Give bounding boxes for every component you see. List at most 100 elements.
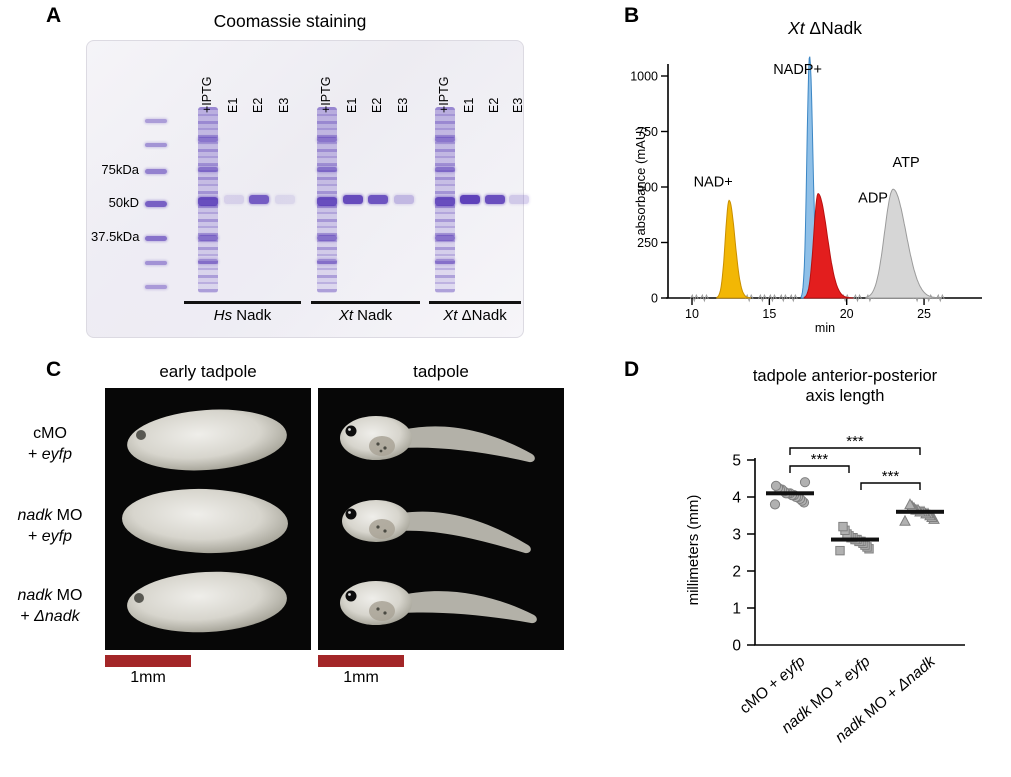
- gel-lane-label: E1: [462, 97, 476, 113]
- gel-band: [317, 259, 337, 264]
- gel-band: [198, 137, 218, 142]
- gel-band: [145, 143, 167, 147]
- gel-lane-label: E3: [511, 97, 525, 113]
- molecular-weight-label: 75kDa: [101, 162, 139, 177]
- tadpole-cmo-eyfp: [340, 416, 535, 463]
- baseline-noise: [853, 293, 862, 303]
- gel-lane-label: E1: [345, 97, 359, 113]
- y-tick-label: 5: [732, 453, 741, 470]
- chart-title: Xt ΔNadk: [787, 18, 862, 38]
- peak-label: NADP+: [773, 62, 822, 78]
- tadpole-row-label: cMO + eyfp: [27, 425, 73, 463]
- gel-lane-label: E2: [251, 97, 265, 113]
- eye-spot: [136, 430, 146, 440]
- peak-ATP: [865, 188, 942, 299]
- y-tick-label: 2: [732, 564, 741, 581]
- gel-band: [343, 195, 363, 204]
- tadpole-nadkmo-dnadk: [340, 581, 537, 625]
- median-bar: [766, 491, 814, 496]
- significance-stars: ***: [882, 468, 900, 485]
- data-point: [799, 477, 811, 488]
- x-tick-label: 15: [762, 307, 776, 321]
- gel-group-underline: [184, 301, 301, 304]
- gel-band: [145, 236, 167, 241]
- panel-a-label: A: [46, 4, 62, 27]
- gel-band: [145, 201, 167, 207]
- median-bar: [896, 509, 944, 514]
- panel-d-label: D: [624, 358, 640, 381]
- significance-stars: ***: [846, 433, 864, 450]
- gel-lane-label: E3: [277, 97, 291, 113]
- gel-band: [317, 197, 337, 206]
- peak-label: ADP: [858, 191, 888, 207]
- gel-band: [145, 285, 167, 289]
- y-tick-label: 4: [732, 490, 741, 507]
- tadpole-eye: [345, 508, 357, 520]
- baseline-noise: [778, 293, 788, 303]
- panel-d-title: tadpole anterior-posterior axis length: [690, 366, 1000, 406]
- eye-spot: [134, 593, 144, 603]
- coomassie-gel-image: +IPTG E1 E2 E3 +IPTG E1 E2 E3 +IPTG E1 E2 E3 75kDa 50…: [86, 40, 529, 338]
- gel-band: [198, 259, 218, 264]
- scale-bar-label: 1mm: [343, 669, 379, 686]
- peak-label: NAD+: [694, 174, 733, 190]
- y-tick-label: 0: [732, 638, 741, 655]
- peak-label: ATP: [893, 155, 920, 171]
- tadpole-nadkmo-eyfp: [342, 500, 531, 554]
- panel-b-label: B: [624, 4, 640, 27]
- early-tadpole-images: [105, 388, 311, 650]
- gel-group-label: Xt ΔNadk: [443, 307, 507, 324]
- panel-d-title-line1: tadpole anterior-posterior: [752, 367, 938, 385]
- significance-bracket: [789, 447, 921, 455]
- early-tadpole-nadkmo-dnadk: [127, 571, 287, 633]
- gel-lane-label: E2: [370, 97, 384, 113]
- gel-band: [435, 259, 455, 264]
- panel-d-title-line2: axis length: [805, 387, 885, 406]
- baseline-noise: [744, 293, 754, 303]
- molecular-weight-label: 37.5kDa: [91, 229, 140, 244]
- significance-stars: ***: [811, 451, 829, 468]
- tadpole-eye: [345, 425, 357, 437]
- y-tick-label: 500: [637, 181, 658, 195]
- gel-band: [224, 195, 244, 204]
- baseline-noise: [788, 293, 798, 303]
- gel-lane-label: E2: [487, 97, 501, 113]
- x-tick-label: 25: [917, 307, 931, 321]
- y-tick-label: 3: [732, 527, 741, 544]
- significance-bracket: [860, 482, 921, 490]
- y-tick-label: 750: [637, 125, 658, 139]
- peak-ADP: [803, 193, 854, 299]
- significance-bracket: [789, 465, 850, 473]
- tadpole-row-label: nadk MO + eyfp: [17, 507, 83, 545]
- gel-band: [435, 167, 455, 172]
- gel-band: [368, 195, 388, 204]
- y-axis-label: millimeters (mm): [685, 495, 702, 606]
- gel-band: [145, 261, 167, 265]
- gel-band: [249, 195, 269, 204]
- scale-bar: [105, 655, 191, 667]
- data-point: [904, 498, 916, 510]
- data-point: [835, 545, 845, 556]
- gel-lane-label: E3: [396, 97, 410, 113]
- y-tick-label: 1: [732, 601, 741, 618]
- gel-band: [198, 235, 218, 241]
- x-tick-label: 10: [685, 307, 699, 321]
- data-point: [899, 514, 911, 526]
- data-point: [838, 521, 848, 532]
- y-tick-label: 250: [637, 236, 658, 250]
- gel-band: [275, 195, 295, 204]
- gel-band: [145, 169, 167, 174]
- gel-band: [460, 195, 480, 204]
- molecular-weight-label: 50kD: [108, 195, 139, 210]
- gel-lane-label: +IPTG: [319, 76, 333, 113]
- panel-c-label: C: [46, 358, 62, 381]
- gel-group-label: Hs Nadk: [213, 307, 272, 324]
- gel-band: [435, 137, 455, 142]
- gel-group-label: Xt Nadk: [338, 307, 393, 324]
- gel-group-underline: [311, 301, 420, 304]
- gel-band: [317, 235, 337, 241]
- gel-band: [198, 167, 218, 172]
- panel-a-title: Coomassie staining: [213, 11, 367, 31]
- scale-bar: [318, 655, 404, 667]
- y-tick-label: 0: [651, 292, 658, 306]
